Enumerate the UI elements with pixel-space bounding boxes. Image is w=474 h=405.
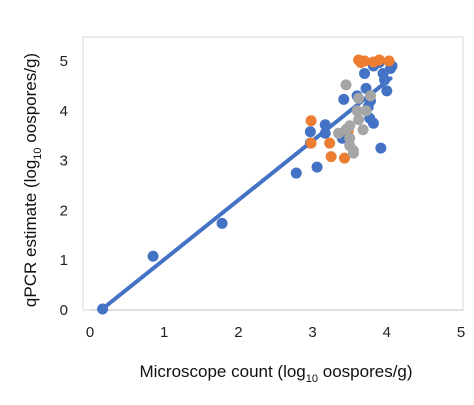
x-tick-label: 0: [86, 324, 94, 341]
data-point: [305, 115, 317, 127]
x-axis-title: Microscope count (log10 oospores/g): [139, 362, 412, 385]
data-point: [338, 93, 350, 105]
x-axis-title-sub: 10: [306, 373, 318, 385]
x-tick-label: 1: [160, 324, 168, 341]
y-tick-label: 4: [60, 103, 68, 120]
x-tick-labels: 0 1 2 3 4 5: [86, 324, 465, 341]
data-point: [347, 147, 359, 159]
y-axis-title-post: oospores/g): [21, 53, 40, 148]
data-point: [381, 85, 393, 97]
data-point: [359, 67, 371, 79]
data-point: [379, 74, 391, 86]
y-axis-title-pre: qPCR estimate (log: [21, 160, 40, 307]
data-point: [383, 55, 395, 67]
x-axis-title-pre: Microscope count (log: [139, 362, 305, 381]
x-tick-label: 4: [383, 324, 391, 341]
y-axis-title: qPCR estimate (log10 oospores/g): [21, 53, 44, 307]
x-tick-label: 5: [457, 324, 465, 341]
y-tick-label: 3: [60, 153, 68, 170]
data-point: [344, 120, 356, 132]
data-point: [367, 117, 379, 129]
data-point: [290, 167, 302, 179]
y-tick-label: 5: [60, 53, 68, 70]
y-axis-title-sub: 10: [32, 147, 44, 159]
data-point: [325, 151, 337, 163]
data-point: [351, 105, 363, 117]
data-point: [353, 92, 365, 104]
trendline: [99, 76, 393, 312]
data-point: [360, 105, 372, 117]
data-point: [353, 114, 365, 126]
data-point: [304, 126, 316, 138]
y-tick-label: 2: [60, 202, 68, 219]
x-tick-label: 2: [234, 324, 242, 341]
y-tick-labels: 0 1 2 3 4 5: [60, 53, 68, 319]
data-point: [319, 119, 331, 131]
y-tick-label: 1: [60, 252, 68, 269]
data-points: [97, 54, 398, 315]
data-point: [373, 54, 385, 66]
data-point: [339, 152, 351, 164]
data-point: [340, 79, 352, 91]
data-point: [364, 90, 376, 102]
data-point: [305, 137, 317, 149]
x-axis-title-post: oospores/g): [318, 362, 413, 381]
x-tick-label: 3: [308, 324, 316, 341]
data-point: [324, 137, 336, 149]
data-point: [319, 127, 331, 139]
data-point: [357, 124, 369, 136]
data-point: [147, 250, 159, 262]
y-tick-label: 0: [60, 302, 68, 319]
data-point: [359, 55, 371, 67]
data-point: [375, 142, 387, 154]
data-point: [311, 161, 323, 173]
data-point: [216, 217, 228, 229]
data-point: [97, 303, 109, 315]
